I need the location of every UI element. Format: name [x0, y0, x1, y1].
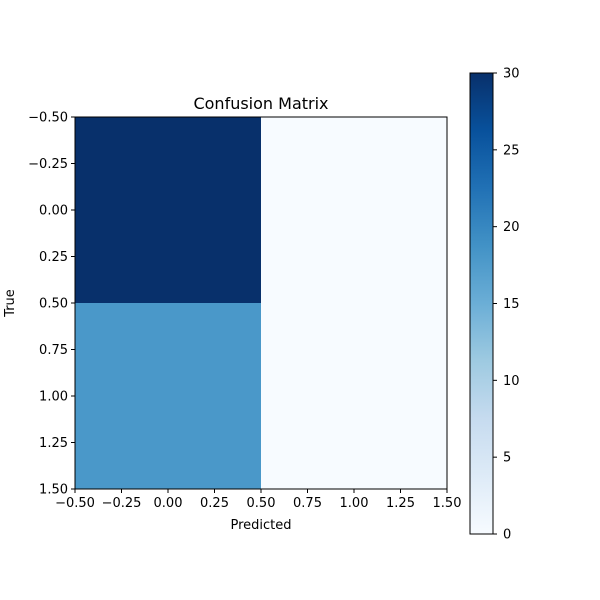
y-tick-label: 1.00 [39, 390, 68, 405]
x-tick-label: 0.75 [293, 496, 322, 511]
y-tick-label: 0.75 [39, 343, 68, 358]
colorbar [469, 72, 494, 535]
y-tick-label: 1.25 [39, 436, 68, 451]
colorbar-tick-label: 15 [503, 297, 520, 312]
colorbar-tick-label: 30 [503, 67, 520, 82]
x-tick-label: −0.50 [55, 496, 95, 511]
y-tick-label: −0.25 [28, 157, 68, 172]
heatmap-cells [75, 117, 447, 489]
x-tick-label: 1.50 [433, 496, 462, 511]
colorbar-tick-label: 5 [503, 451, 511, 466]
colorbar-ticks: 0 5 10 15 20 25 30 [493, 67, 520, 543]
heatmap-cell-1-1 [261, 303, 447, 489]
y-tick-label: −0.50 [28, 111, 68, 126]
colorbar-tick-label: 20 [503, 220, 520, 235]
heatmap-cell-0-0 [75, 117, 261, 303]
heatmap-cell-1-0 [75, 303, 261, 489]
x-axis-label: Predicted [230, 518, 291, 533]
colorbar-tick-label: 10 [503, 374, 520, 389]
heatmap-cell-0-1 [261, 117, 447, 303]
x-tick-label: 0.25 [200, 496, 229, 511]
colorbar-tick-label: 25 [503, 143, 520, 158]
x-tick-label: 1.25 [386, 496, 415, 511]
y-tick-label: 0.00 [39, 204, 68, 219]
x-tick-label: 1.00 [340, 496, 369, 511]
chart-title: Confusion Matrix [193, 94, 328, 113]
x-tick-label: 0.00 [154, 496, 183, 511]
y-axis-ticks: −0.50 −0.25 0.00 0.25 0.50 0.75 1.00 1.25 1.50 [28, 111, 75, 498]
y-axis-label: True [3, 289, 18, 318]
colorbar-tick-label: 0 [503, 528, 511, 543]
y-tick-label: 0.50 [39, 297, 68, 312]
x-tick-label: −0.25 [102, 496, 142, 511]
x-tick-label: 0.50 [247, 496, 276, 511]
y-tick-label: 1.50 [39, 483, 68, 498]
x-axis-ticks: −0.50 −0.25 0.00 0.25 0.50 0.75 1.00 1.25 1.50 [55, 489, 461, 511]
y-tick-label: 0.25 [39, 250, 68, 265]
